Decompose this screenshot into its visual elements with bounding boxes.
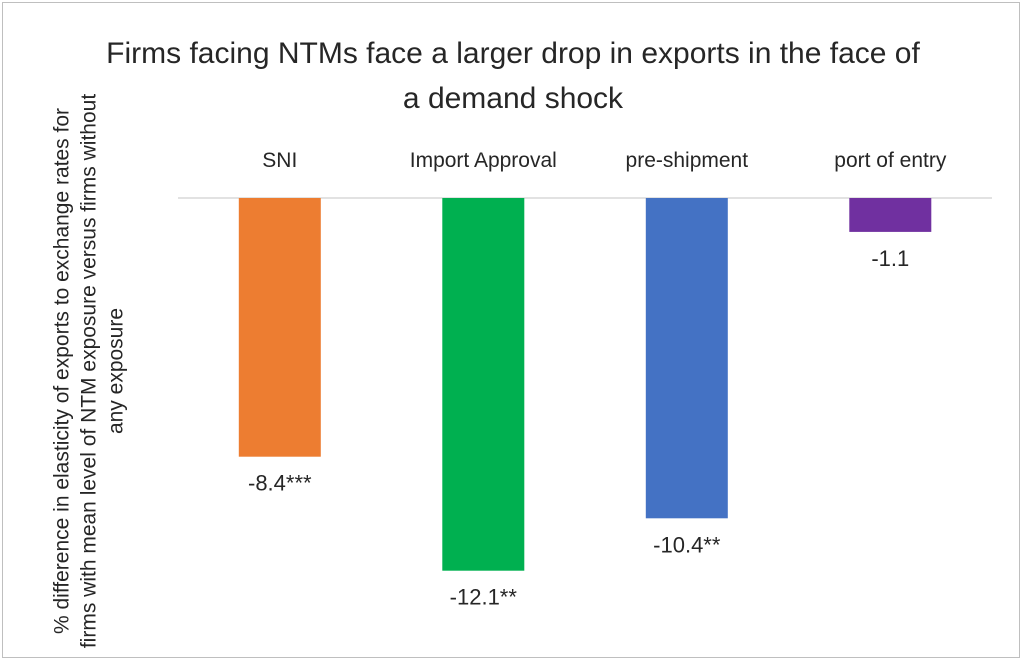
chart-title: Firms facing NTMs face a larger drop in … bbox=[106, 37, 920, 115]
category-label: port of entry bbox=[834, 149, 947, 172]
bar-sni bbox=[238, 198, 321, 457]
category-label: Import Approval bbox=[410, 149, 557, 172]
bar-import-approval bbox=[442, 198, 525, 571]
data-label: -10.4** bbox=[653, 532, 721, 557]
data-label: -12.1** bbox=[450, 585, 518, 610]
data-label: -8.4*** bbox=[248, 471, 312, 496]
category-label: pre-shipment bbox=[626, 149, 749, 172]
bar-port-of-entry bbox=[849, 198, 932, 232]
data-label: -1.1 bbox=[871, 246, 909, 271]
bar-pre-shipment bbox=[645, 198, 728, 519]
category-label: SNI bbox=[262, 149, 297, 172]
